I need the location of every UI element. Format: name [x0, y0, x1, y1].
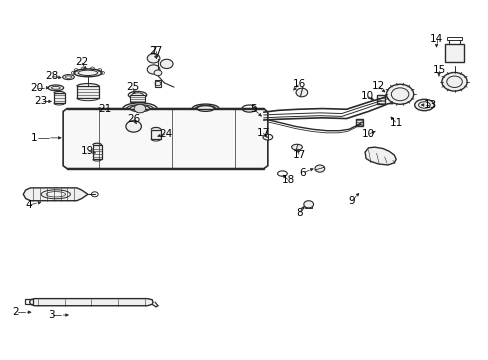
Polygon shape [23, 188, 88, 201]
Text: 11: 11 [389, 118, 402, 128]
Text: 27: 27 [149, 46, 163, 56]
Ellipse shape [48, 85, 63, 91]
Ellipse shape [128, 91, 146, 99]
Polygon shape [365, 147, 395, 165]
Ellipse shape [197, 106, 214, 111]
Text: 10: 10 [361, 129, 374, 139]
Text: 13: 13 [423, 100, 436, 110]
Text: 23: 23 [35, 96, 48, 107]
Circle shape [303, 201, 313, 208]
Bar [446, 37, 461, 40]
Bar [54, 93, 64, 103]
Circle shape [160, 59, 173, 68]
Text: 1: 1 [31, 133, 38, 143]
Bar [129, 95, 145, 102]
Text: 5: 5 [249, 104, 256, 113]
Text: 14: 14 [429, 34, 442, 44]
Text: 22: 22 [75, 57, 88, 67]
Circle shape [147, 65, 160, 74]
Ellipse shape [291, 144, 302, 150]
Bar [356, 118, 363, 126]
Ellipse shape [130, 105, 149, 112]
Bar [154, 80, 161, 87]
Text: 15: 15 [431, 65, 445, 75]
Ellipse shape [414, 99, 433, 111]
Circle shape [314, 165, 324, 172]
Text: 3: 3 [47, 310, 54, 320]
Circle shape [295, 88, 307, 97]
Text: 25: 25 [126, 82, 139, 92]
Bar [305, 204, 311, 208]
Circle shape [125, 121, 141, 132]
Bar [25, 299, 33, 304]
Bar [93, 145, 102, 159]
Text: 17: 17 [256, 128, 269, 138]
Text: 21: 21 [98, 104, 111, 113]
Text: 16: 16 [292, 79, 305, 89]
Bar [376, 95, 384, 104]
Text: 26: 26 [127, 113, 140, 123]
Polygon shape [30, 298, 153, 306]
Text: 4: 4 [26, 200, 32, 210]
Ellipse shape [263, 134, 272, 140]
Bar [444, 44, 463, 62]
Bar [77, 86, 99, 98]
Bar [128, 126, 138, 129]
Circle shape [441, 72, 466, 91]
Text: 28: 28 [45, 71, 58, 81]
Text: 19: 19 [81, 146, 94, 156]
Text: 10: 10 [360, 91, 373, 101]
Text: 2: 2 [13, 307, 19, 317]
Text: 20: 20 [30, 83, 43, 93]
Text: 6: 6 [299, 168, 305, 178]
Bar [151, 130, 161, 139]
Polygon shape [63, 109, 267, 168]
Text: 8: 8 [296, 208, 302, 218]
Text: 12: 12 [371, 81, 384, 91]
Circle shape [154, 70, 162, 76]
Text: 7: 7 [150, 46, 157, 57]
Text: 24: 24 [159, 129, 172, 139]
Text: 17: 17 [292, 150, 305, 160]
Circle shape [134, 104, 145, 113]
Ellipse shape [62, 75, 74, 80]
Circle shape [386, 84, 413, 104]
Text: 9: 9 [347, 197, 354, 206]
Circle shape [147, 54, 160, 63]
Ellipse shape [74, 69, 102, 77]
Text: 18: 18 [281, 175, 294, 185]
